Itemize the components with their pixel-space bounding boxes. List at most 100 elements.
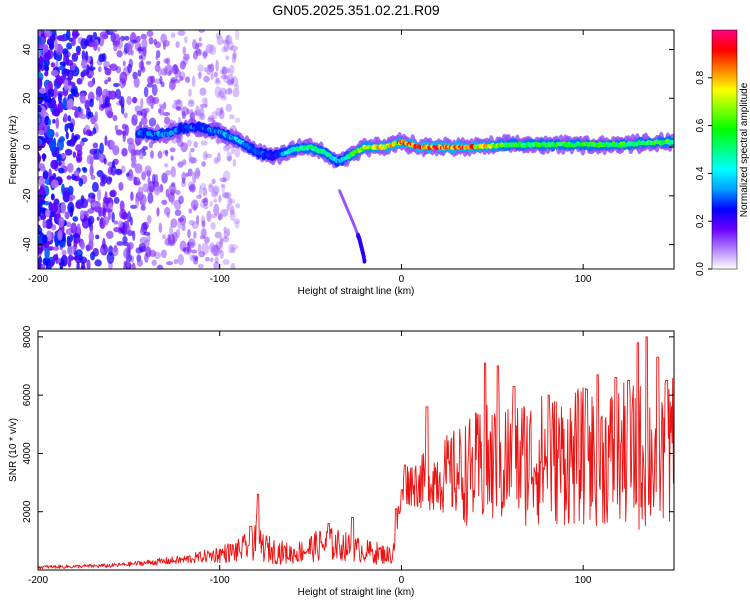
noise-blob bbox=[92, 142, 99, 149]
noise-blob bbox=[138, 242, 146, 253]
noise-blob bbox=[134, 105, 142, 113]
noise-blob bbox=[221, 66, 228, 77]
noise-blob bbox=[229, 114, 235, 120]
noise-blob bbox=[61, 183, 65, 196]
noise-blob bbox=[192, 257, 199, 265]
noise-blob bbox=[157, 265, 162, 269]
noise-blob bbox=[68, 196, 74, 202]
noise-blob bbox=[191, 75, 196, 88]
noise-blob bbox=[59, 265, 64, 269]
noise-blob bbox=[221, 95, 227, 101]
noise-blob bbox=[160, 249, 167, 259]
snr-ytick-label: 2000 bbox=[22, 500, 33, 523]
noise-blob bbox=[45, 95, 52, 103]
snr-ticks: -200 -100 0 100 2000 4000 6000 8000 bbox=[22, 325, 674, 586]
spectrogram-frame bbox=[37, 29, 675, 270]
noise-blob bbox=[60, 201, 67, 214]
noise-blob bbox=[147, 75, 154, 85]
noise-blob bbox=[42, 153, 46, 162]
noise-blob bbox=[148, 249, 157, 258]
noise-blob bbox=[137, 186, 144, 198]
noise-blob bbox=[199, 87, 207, 96]
noise-blob bbox=[202, 50, 208, 60]
noise-blob bbox=[213, 71, 218, 78]
noise-blob bbox=[154, 41, 162, 49]
noise-blob bbox=[224, 191, 232, 199]
noise-blob bbox=[91, 201, 97, 208]
noise-blob bbox=[120, 103, 125, 115]
noise-blob bbox=[152, 96, 160, 105]
noise-blob bbox=[173, 258, 179, 265]
noise-blob bbox=[133, 180, 142, 186]
noise-blob bbox=[199, 106, 205, 119]
noise-blob bbox=[151, 83, 158, 96]
noise-blob bbox=[58, 65, 66, 71]
noise-blob bbox=[66, 30, 71, 40]
noise-blob bbox=[62, 97, 67, 110]
noise-blob bbox=[223, 226, 228, 233]
noise-blob bbox=[190, 147, 195, 153]
noise-blob bbox=[44, 209, 51, 218]
noise-blob bbox=[188, 185, 196, 191]
noise-blob bbox=[48, 38, 54, 50]
noise-blob bbox=[124, 35, 130, 41]
noise-blob bbox=[230, 262, 236, 269]
noise-blob bbox=[230, 244, 239, 250]
noise-blob bbox=[140, 33, 147, 40]
noise-blob bbox=[181, 171, 187, 182]
noise-blob bbox=[203, 203, 209, 210]
noise-blob bbox=[50, 69, 59, 77]
noise-blob bbox=[186, 244, 192, 255]
noise-blob bbox=[77, 106, 81, 112]
noise-blob bbox=[224, 143, 232, 150]
noise-blob bbox=[106, 176, 112, 185]
noise-blob bbox=[39, 87, 46, 94]
noise-blob bbox=[214, 79, 222, 86]
noise-blob bbox=[163, 116, 171, 125]
noise-blob bbox=[104, 135, 108, 146]
noise-blob bbox=[138, 55, 143, 60]
noise-blob bbox=[217, 152, 221, 163]
noise-blob bbox=[73, 238, 78, 248]
noise-blob bbox=[177, 217, 185, 222]
noise-blob bbox=[201, 242, 210, 255]
snr-xlabel: Height of straight line (km) bbox=[298, 587, 415, 598]
noise-blob bbox=[190, 157, 198, 164]
noise-blob bbox=[206, 210, 212, 223]
noise-blob bbox=[174, 79, 181, 84]
noise-blob bbox=[91, 181, 99, 193]
noise-blob bbox=[156, 207, 160, 217]
noise-blob bbox=[126, 95, 132, 106]
noise-blob bbox=[64, 211, 70, 220]
noise-blob bbox=[38, 129, 45, 136]
noise-blob bbox=[228, 243, 235, 254]
noise-blob bbox=[113, 226, 121, 233]
noise-blob bbox=[182, 46, 187, 55]
noise-blob bbox=[188, 219, 195, 226]
noise-blob bbox=[190, 249, 198, 254]
noise-blob bbox=[198, 71, 202, 79]
noise-blob bbox=[221, 46, 228, 53]
noise-blob bbox=[195, 105, 200, 116]
noise-blob bbox=[201, 161, 206, 167]
noise-blob bbox=[179, 60, 187, 70]
noise-blob bbox=[89, 98, 94, 108]
noise-blob bbox=[49, 260, 55, 267]
noise-blob bbox=[81, 137, 88, 143]
noise-blob bbox=[110, 164, 117, 176]
noise-blob bbox=[50, 193, 55, 201]
noise-blob bbox=[165, 261, 174, 266]
noise-blob bbox=[148, 117, 157, 127]
noise-blob bbox=[182, 220, 186, 231]
noise-blob bbox=[127, 241, 134, 250]
noise-blob bbox=[104, 208, 113, 213]
noise-blob bbox=[106, 251, 115, 264]
noise-blob bbox=[104, 67, 112, 76]
noise-blob bbox=[133, 76, 140, 88]
noise-blob bbox=[70, 64, 76, 71]
noise-blob bbox=[228, 198, 236, 204]
noise-blob bbox=[72, 216, 79, 222]
noise-blob bbox=[76, 51, 81, 56]
snr-xtick-label: -100 bbox=[210, 575, 230, 586]
noise-blob bbox=[98, 66, 102, 73]
